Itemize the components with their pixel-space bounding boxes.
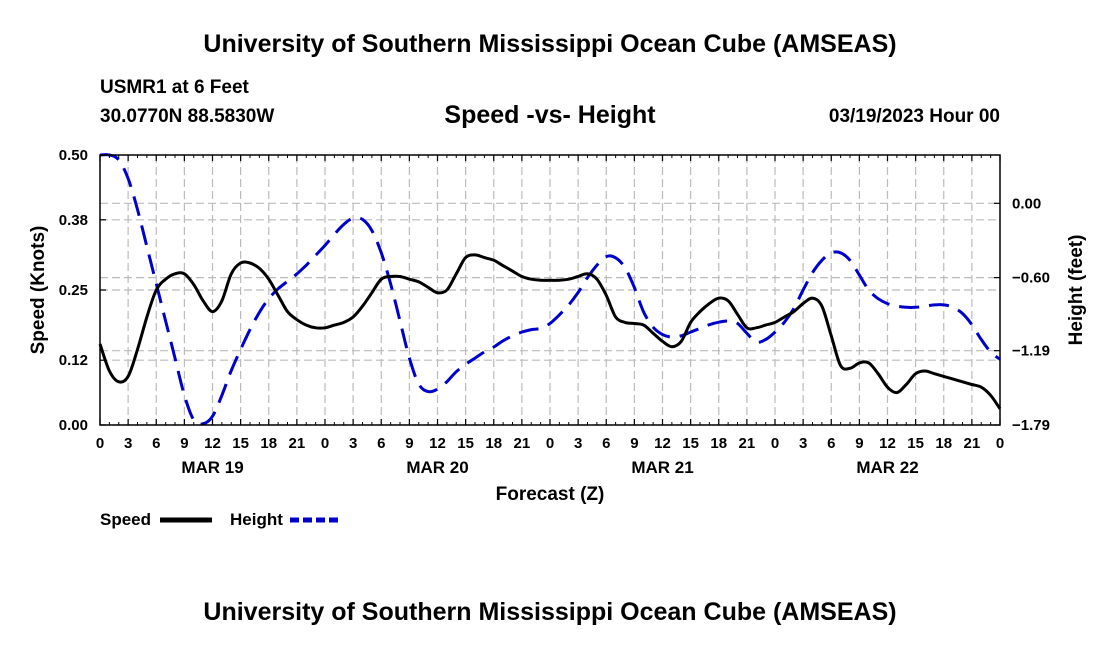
- x-tick-label: 12: [879, 435, 896, 452]
- x-tick-label: 6: [377, 435, 385, 452]
- x-tick-label: 6: [602, 435, 610, 452]
- grid-lines: [100, 155, 1000, 426]
- x-tick-label: 12: [654, 435, 671, 452]
- x-tick-label: 3: [574, 435, 582, 452]
- series-lines: [98, 153, 1002, 426]
- x-tick-label: 0: [96, 435, 104, 452]
- y2-tick-label: −1.19: [1012, 343, 1050, 360]
- x-tick-label: 3: [349, 435, 357, 452]
- x-tick-label: 3: [124, 435, 132, 452]
- legend: Speed Height: [100, 510, 342, 529]
- height-series-line: [99, 153, 1001, 426]
- x-tick-label: 15: [232, 435, 249, 452]
- x-tick-label: 0: [996, 435, 1004, 452]
- x-tick-label: 6: [152, 435, 160, 452]
- x-tick-label: 21: [739, 435, 756, 452]
- day-label: MAR 19: [181, 458, 243, 477]
- x-tick-label: 6: [827, 435, 835, 452]
- x-tick-label: 18: [260, 435, 277, 452]
- speed-series-line: [98, 253, 1002, 410]
- x-tick-label: 12: [429, 435, 446, 452]
- y-tick-label: 0.38: [59, 212, 88, 229]
- x-tick-label: 21: [514, 435, 531, 452]
- y2-tick-label: −1.79: [1012, 417, 1050, 434]
- x-tick-label: 0: [771, 435, 779, 452]
- y-tick-label: 0.25: [59, 282, 88, 299]
- x-tick-label: 21: [289, 435, 306, 452]
- x-tick-label: 18: [710, 435, 727, 452]
- day-label: MAR 22: [856, 458, 918, 477]
- x-tick-label: 15: [682, 435, 699, 452]
- day-label: MAR 20: [406, 458, 468, 477]
- x-tick-label: 9: [405, 435, 413, 452]
- legend-height-label: Height: [230, 510, 283, 529]
- x-tick-label: 18: [935, 435, 952, 452]
- x-tick-label: 15: [907, 435, 924, 452]
- y2-axis-title: Height (feet): [1066, 235, 1087, 346]
- chart-title: University of Southern Mississippi Ocean…: [203, 30, 897, 58]
- day-label: MAR 21: [631, 458, 693, 477]
- x-tick-label: 9: [180, 435, 188, 452]
- speed-height-chart: 0 3 6 9 12 15 18 21 0 3 6 9 12 15 18 21 0 3 6 9 12 15 18 21 0 3 6 9…: [28, 147, 1087, 529]
- forecast-datetime: 03/19/2023 Hour 00: [828, 106, 1000, 127]
- y-tick-label: 0.50: [59, 147, 88, 164]
- y-tick-label: 0.12: [59, 352, 88, 369]
- x-tick-label: 15: [457, 435, 474, 452]
- y-axis-title: Speed (Knots): [28, 226, 49, 355]
- y2-tick-label: 0.00: [1012, 195, 1041, 212]
- x-tick-label: 12: [204, 435, 221, 452]
- x-tick-label: 21: [964, 435, 981, 452]
- location-coordinates: 30.0770N 88.5830W: [100, 106, 275, 127]
- axis-ticks: [99, 154, 1001, 426]
- x-tick-label: 18: [485, 435, 502, 452]
- x-tick-label: 0: [321, 435, 329, 452]
- y2-tick-label: −0.60: [1012, 270, 1050, 287]
- station-label: USMR1 at 6 Feet: [100, 77, 249, 98]
- y-tick-label: 0.00: [59, 417, 88, 434]
- x-tick-label: 9: [855, 435, 863, 452]
- chart-subtitle: Speed -vs- Height: [444, 101, 656, 129]
- legend-speed-label: Speed: [100, 510, 151, 529]
- x-axis-title: Forecast (Z): [496, 484, 605, 505]
- axis-labels: 0 3 6 9 12 15 18 21 0 3 6 9 12 15 18 21 0 3 6 9 12 15 18 21 0 3 6 9…: [59, 147, 1050, 477]
- x-tick-label: 3: [799, 435, 807, 452]
- x-tick-label: 9: [630, 435, 638, 452]
- footer-title: University of Southern Mississippi Ocean…: [203, 598, 897, 626]
- x-tick-label: 0: [546, 435, 554, 452]
